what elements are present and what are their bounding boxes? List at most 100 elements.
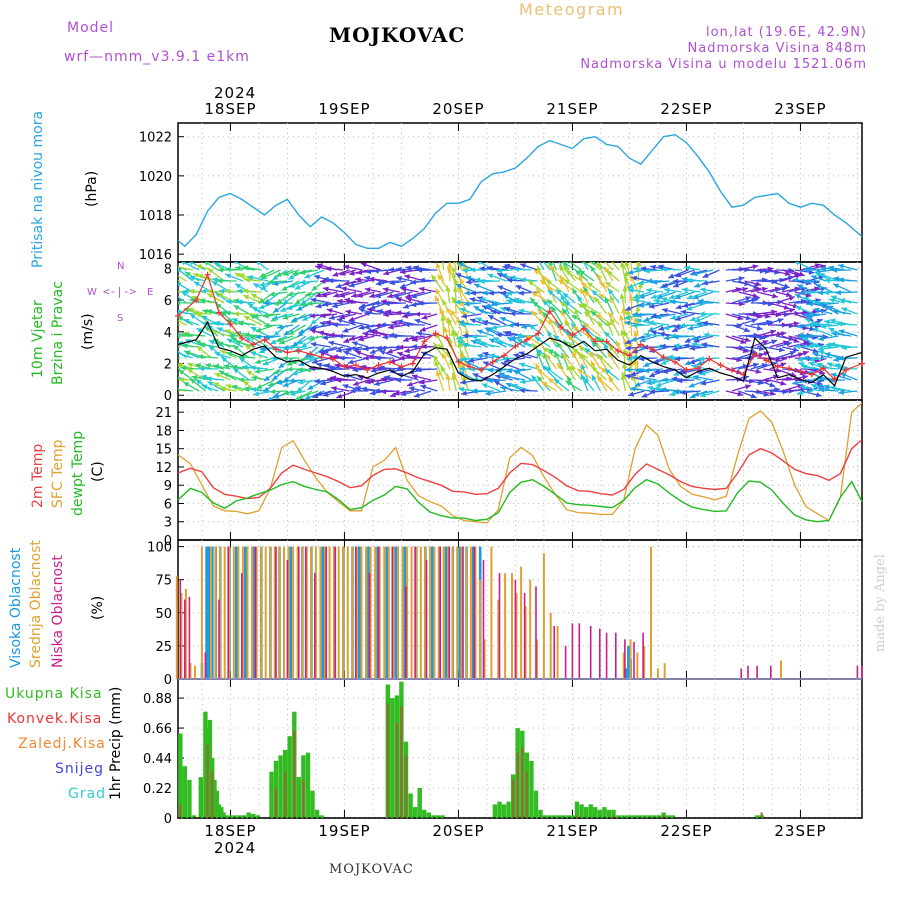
wind-arrow-head [358, 307, 365, 313]
wind-arrow-head [638, 302, 645, 308]
x-tick-label-bottom: 21SEP [546, 822, 598, 840]
total-precip-bar [207, 719, 213, 818]
wind-arrow-head [509, 311, 516, 317]
total-precip-bar [246, 812, 251, 818]
wind-arrow-head [650, 330, 657, 336]
wind-arrow-head [648, 303, 655, 309]
wind-arrow-head [359, 303, 366, 309]
wind-arrow-head [590, 310, 597, 317]
wind-arrow-head [531, 343, 538, 349]
wind-arrow [178, 388, 193, 392]
wind-arrow [178, 275, 187, 282]
wind-arrow-head [817, 302, 824, 308]
wind-arrow-head [839, 297, 846, 304]
wind-arrow-head [805, 266, 811, 272]
wind-arrow-head [277, 324, 283, 330]
wind-arrow-head [238, 377, 244, 383]
wind-arrow-head [538, 255, 543, 261]
wind-arrow-head [820, 265, 827, 271]
total-precip-bar [319, 815, 324, 818]
convective-precip-bar [404, 755, 408, 818]
wind-arrow-head [828, 265, 835, 271]
low-cloud-bar [747, 665, 749, 679]
wind-arrow-head [469, 267, 476, 273]
wind-arrow-head [414, 311, 420, 317]
wind-arrow-head [413, 265, 420, 271]
wind-arrow-head [325, 266, 332, 272]
wind-arrow-head [531, 310, 537, 317]
wind-arrow-head [383, 270, 390, 276]
total-precip-bar [643, 815, 648, 818]
x-tick-label-top: 18SEP [204, 100, 256, 118]
wind-arrow-head [505, 382, 512, 388]
mid-cloud-bar [511, 573, 513, 679]
total-precip-bar [182, 766, 187, 818]
wind-arrow-head [789, 350, 796, 356]
wind-gust-marker [751, 351, 758, 357]
wind-arrow-head [251, 293, 257, 299]
wind-arrow-head [473, 306, 480, 311]
wind-arrow-head [689, 359, 696, 365]
wind-arrow-head [813, 307, 820, 313]
low-cloud-bar [482, 559, 485, 679]
mid-cloud-bar [219, 546, 222, 679]
wind-arrow-head [370, 367, 377, 374]
wind-arrow [442, 262, 445, 271]
wind-arrow-head [421, 343, 427, 350]
wind-arrow-head [217, 293, 224, 298]
wind-arrow-head [217, 278, 223, 284]
wind-arrow-head [404, 322, 410, 328]
wind-arrow-head [619, 293, 625, 300]
mid-cloud-bar [497, 599, 500, 679]
wind-arrow-head [785, 292, 792, 298]
x-tick-label-top: 22SEP [660, 100, 712, 118]
wind-arrow-head [233, 368, 239, 374]
wind-arrow-head [582, 303, 589, 309]
wind-arrow-head [797, 356, 803, 362]
wind-gust-marker [523, 336, 530, 343]
wind-arrow-head [369, 349, 376, 354]
wind-arrow-head [779, 277, 785, 283]
wind-arrow-head [490, 309, 497, 315]
wind-arrow-head [506, 290, 512, 296]
wind-arrow-head [279, 339, 286, 345]
wind-arrow-head [242, 288, 249, 294]
high-cloud-bar [244, 546, 247, 679]
wind-arrow-head [446, 307, 452, 313]
wind-arrow-head [304, 352, 311, 359]
wind-arrow-head [316, 362, 323, 368]
wind-arrow-head [824, 277, 830, 284]
wind-arrow-head [374, 381, 380, 386]
wind-arrow-head [180, 365, 186, 371]
mid-cloud-bar [346, 546, 349, 679]
wind-arrow-head [690, 335, 697, 341]
wind-arrow-head [488, 290, 494, 296]
wind-arrow-head [479, 278, 485, 284]
wind-arrow-head [365, 379, 371, 385]
wind-gust-marker [238, 335, 245, 342]
wind-arrow-head [780, 331, 787, 337]
wind-arrow-head [161, 320, 167, 325]
wind-arrow-head [184, 350, 191, 356]
wind-arrow-head [449, 359, 455, 366]
wind-arrow-head [440, 249, 445, 255]
wind-arrow-head [554, 378, 560, 385]
wind-arrow-head [548, 377, 554, 384]
wind-gust-marker [774, 363, 781, 370]
wind-arrow-head [395, 377, 401, 383]
wind-arrow-head [231, 384, 238, 390]
low-cloud-bar [414, 546, 416, 679]
wind-arrow-head [833, 283, 840, 289]
wind-gust-marker [729, 366, 736, 373]
wind-arrow-head [702, 280, 708, 286]
wind-arrow-head [684, 360, 691, 366]
total-precip-bar [620, 815, 625, 818]
wind-arrow-head [742, 287, 748, 293]
wind-arrow-head [404, 274, 411, 280]
y-tick-label: 0.44 [143, 752, 172, 767]
wind-arrow-head [515, 285, 522, 290]
wind-arrow-head [632, 266, 639, 272]
wind-arrow-head [833, 357, 839, 363]
wind-arrow-head [620, 262, 626, 268]
wind-arrow-head [691, 342, 698, 348]
